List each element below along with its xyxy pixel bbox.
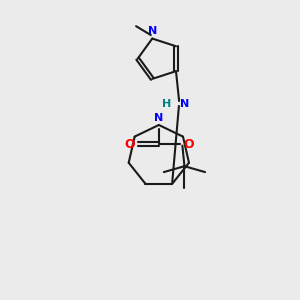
Text: H: H — [162, 99, 172, 109]
Text: N: N — [180, 99, 190, 109]
Text: O: O — [183, 138, 194, 151]
Text: N: N — [154, 113, 164, 123]
Text: O: O — [124, 138, 135, 151]
Text: N: N — [148, 26, 157, 37]
